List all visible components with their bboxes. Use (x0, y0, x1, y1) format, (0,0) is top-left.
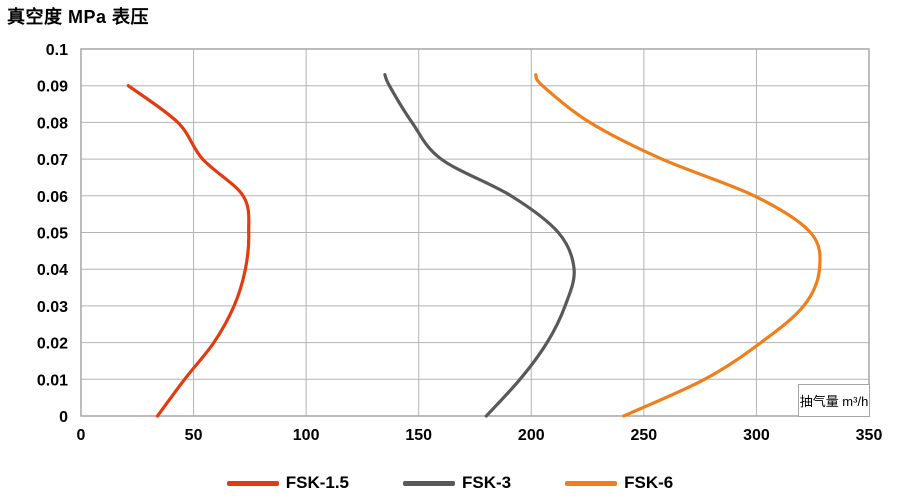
curve-fsk-1.5 (126, 84, 251, 418)
x-tick-label: 300 (743, 427, 770, 444)
legend-line-sample-icon (565, 480, 618, 486)
y-tick-label: 0.09 (37, 79, 68, 96)
curve-fsk-6 (534, 73, 822, 418)
legend-label: FSK-1.5 (285, 473, 350, 492)
plot-border (80, 48, 870, 417)
legend-label: FSK-3 (462, 473, 512, 492)
x-tick-label: 250 (631, 427, 658, 444)
x-axis-unit-label: 抽气量 m³/h (798, 384, 870, 417)
y-tick-label: 0.1 (46, 42, 68, 59)
legend-line-sample-icon (403, 480, 456, 486)
curve-fsk-3 (383, 73, 576, 418)
x-tick-label: 150 (405, 427, 432, 444)
x-tick-label: 350 (856, 427, 883, 444)
chart-title: 真空度 MPa 表压 (7, 7, 150, 27)
y-tick-label: 0.01 (37, 372, 68, 389)
y-tick-label: 0.05 (37, 226, 68, 243)
y-tick-label: 0.02 (37, 336, 68, 353)
y-tick-label: 0.03 (37, 299, 68, 316)
x-tick-label: 50 (185, 427, 203, 444)
legend: FSK-1.5 FSK-3 FSK-6 (0, 468, 900, 498)
legend-item-fsk-6: FSK-6 (565, 473, 673, 493)
y-tick-label: 0.04 (37, 262, 68, 279)
y-tick-label: 0 (59, 409, 68, 426)
y-tick-label: 0.07 (37, 152, 68, 169)
x-tick-label: 200 (518, 427, 545, 444)
x-tick-label: 100 (293, 427, 320, 444)
y-tick-label: 0.06 (37, 189, 68, 206)
legend-label: FSK-6 (624, 473, 674, 492)
legend-item-fsk-3: FSK-3 (403, 473, 511, 493)
y-tick-label: 0.08 (37, 115, 68, 132)
x-tick-label: 0 (77, 427, 86, 444)
legend-line-sample-icon (226, 480, 279, 486)
legend-item-fsk-1-5: FSK-1.5 (226, 473, 350, 493)
